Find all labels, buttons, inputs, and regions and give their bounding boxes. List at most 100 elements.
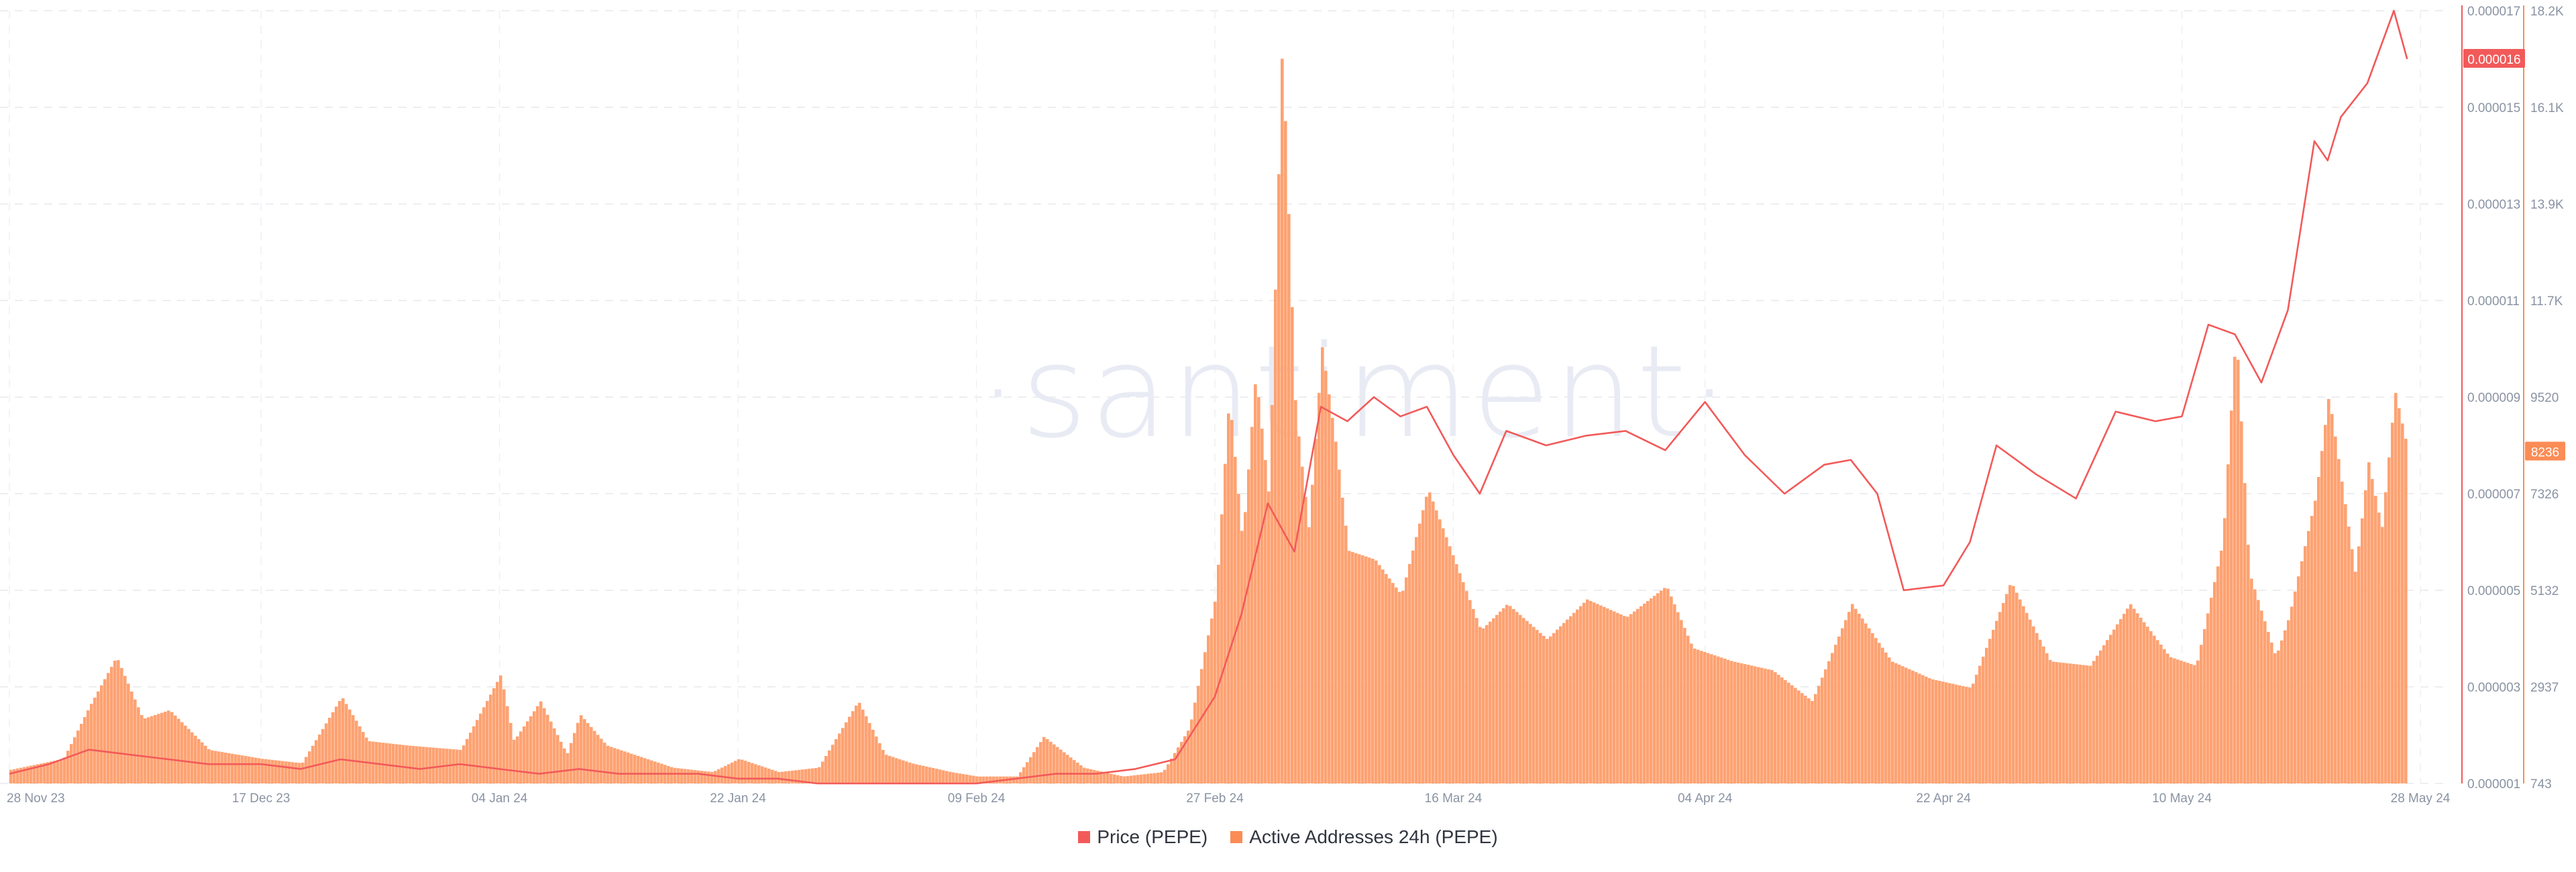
address-bar: [1485, 624, 1489, 783]
address-bar: [1623, 616, 1626, 783]
address-bar: [835, 739, 838, 783]
address-bar: [402, 745, 405, 783]
address-bar: [492, 688, 496, 783]
address-bar: [2387, 457, 2391, 783]
address-bar: [388, 743, 392, 783]
address-bar: [731, 762, 734, 783]
address-bar: [268, 759, 271, 783]
address-bar: [1247, 469, 1250, 783]
address-bar: [50, 761, 53, 783]
address-bar: [566, 753, 570, 783]
address-bar: [1562, 622, 1566, 783]
address-bar: [305, 757, 308, 783]
address-bar: [1797, 690, 1801, 783]
address-bar: [1951, 684, 1955, 783]
x-tick-label: 10 May 24: [2152, 792, 2212, 806]
address-bar: [1234, 457, 1237, 783]
address-bar: [2273, 653, 2277, 783]
legend-item-price[interactable]: Price (PEPE): [1078, 826, 1208, 848]
address-bar: [177, 718, 180, 783]
address-bar: [241, 755, 244, 783]
address-bar: [1301, 466, 1304, 783]
address-bar: [1998, 612, 2002, 783]
address-bar: [1995, 620, 1998, 783]
address-bar: [1398, 592, 1401, 783]
address-bar: [33, 765, 36, 783]
address-bar: [476, 720, 479, 783]
address-bar: [1911, 670, 1915, 783]
price-tick-label: 0.000005: [2467, 584, 2520, 598]
address-bar: [2136, 613, 2139, 783]
legend-item-addresses[interactable]: Active Addresses 24h (PEPE): [1230, 826, 1498, 848]
address-bar: [1479, 626, 1482, 783]
address-bar: [147, 717, 150, 783]
address-bar: [298, 763, 301, 783]
address-bar: [1790, 685, 1794, 783]
address-bar: [455, 749, 459, 783]
address-bar: [2237, 360, 2240, 783]
address-bar: [831, 745, 835, 783]
address-bar: [1344, 525, 1348, 783]
address-bar: [791, 770, 794, 783]
address-bar: [1032, 752, 1036, 783]
address-bar: [1868, 628, 1871, 783]
address-bar: [2025, 612, 2029, 783]
address-bar: [137, 707, 140, 783]
address-bar: [1673, 604, 1676, 783]
address-bar: [925, 766, 928, 783]
address-bar: [606, 745, 610, 783]
address-bar: [1073, 760, 1076, 783]
address-bar: [345, 704, 348, 783]
address-bar: [845, 722, 848, 783]
address-bar: [2391, 423, 2394, 783]
address-bar: [2055, 662, 2059, 783]
address-bar: [2193, 665, 2196, 783]
address-bar: [1472, 608, 1475, 783]
address-bar: [2159, 645, 2163, 783]
address-bar: [1150, 773, 1153, 783]
address-bar: [1874, 638, 1878, 783]
address-bar: [965, 774, 969, 783]
address-bar: [2330, 414, 2334, 783]
address-bar: [989, 776, 992, 783]
address-bar: [53, 761, 56, 783]
address-bar: [794, 770, 798, 783]
address-bar: [1938, 681, 1941, 783]
address-bar: [2220, 550, 2223, 783]
address-bar: [818, 767, 821, 783]
address-bar: [1717, 656, 1720, 783]
address-bar: [2367, 462, 2371, 783]
address-bar: [580, 715, 583, 783]
address-bar: [194, 735, 197, 783]
address-bar: [804, 769, 808, 783]
address-bar: [2099, 650, 2102, 783]
address-bar: [627, 752, 630, 783]
address-bar: [2233, 356, 2237, 783]
address-bar: [2253, 589, 2257, 783]
address-bar: [1878, 643, 1881, 783]
address-bar: [358, 726, 362, 783]
address-bar: [1368, 557, 1371, 783]
address-bar: [2092, 661, 2096, 783]
address-bar: [76, 730, 80, 783]
address-bar: [2042, 646, 2045, 783]
address-bar: [1499, 611, 1502, 783]
address-bar: [311, 745, 315, 783]
address-bar: [123, 675, 127, 783]
address-bar: [1428, 492, 1432, 783]
address-bar: [429, 747, 432, 783]
address-bar: [1945, 682, 1948, 783]
address-bar: [1418, 523, 1421, 783]
address-bar: [1858, 613, 1861, 783]
address-bar: [2310, 516, 2314, 783]
address-bar: [1676, 612, 1680, 783]
address-bar: [1103, 772, 1106, 783]
address-bar: [1693, 648, 1697, 783]
address-bar: [2176, 659, 2180, 783]
address-bar: [2049, 659, 2052, 783]
address-bar: [1421, 510, 1425, 783]
address-bar: [1864, 623, 1868, 783]
address-bar: [1069, 757, 1073, 783]
address-bar: [1801, 693, 1804, 783]
